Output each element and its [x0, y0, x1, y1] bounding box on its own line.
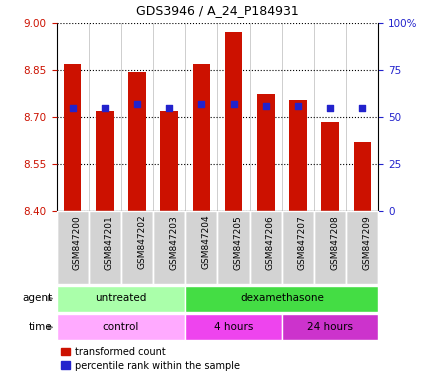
Text: GSM847203: GSM847203: [169, 215, 178, 270]
Bar: [192, 64, 210, 211]
Bar: [160, 111, 178, 211]
Text: time: time: [29, 322, 52, 332]
Bar: [64, 64, 81, 211]
Point: [101, 104, 108, 111]
Point: [358, 104, 365, 111]
Text: GDS3946 / A_24_P184931: GDS3946 / A_24_P184931: [136, 4, 298, 17]
FancyBboxPatch shape: [56, 286, 185, 311]
Text: control: control: [102, 322, 139, 332]
Point: [230, 101, 237, 107]
FancyBboxPatch shape: [185, 211, 217, 284]
Text: 24 hours: 24 hours: [306, 322, 352, 332]
Text: GSM847201: GSM847201: [105, 215, 114, 270]
Text: GSM847209: GSM847209: [362, 215, 371, 270]
Bar: [321, 122, 338, 211]
Text: GSM847207: GSM847207: [297, 215, 306, 270]
Point: [165, 104, 172, 111]
Text: GSM847206: GSM847206: [265, 215, 274, 270]
FancyBboxPatch shape: [56, 314, 185, 340]
Text: untreated: untreated: [95, 293, 146, 303]
Point: [262, 103, 269, 109]
Text: GSM847208: GSM847208: [329, 215, 339, 270]
Text: dexamethasone: dexamethasone: [240, 293, 323, 303]
FancyBboxPatch shape: [89, 211, 121, 284]
Bar: [289, 100, 306, 211]
FancyBboxPatch shape: [217, 211, 249, 284]
FancyBboxPatch shape: [281, 211, 313, 284]
Legend: transformed count, percentile rank within the sample: transformed count, percentile rank withi…: [61, 347, 240, 371]
FancyBboxPatch shape: [313, 211, 345, 284]
FancyBboxPatch shape: [345, 211, 378, 284]
FancyBboxPatch shape: [153, 211, 185, 284]
Text: GSM847202: GSM847202: [137, 215, 146, 270]
Text: GSM847200: GSM847200: [72, 215, 82, 270]
FancyBboxPatch shape: [56, 211, 89, 284]
Point: [69, 104, 76, 111]
Text: agent: agent: [22, 293, 52, 303]
Text: GSM847205: GSM847205: [233, 215, 242, 270]
FancyBboxPatch shape: [121, 211, 153, 284]
FancyBboxPatch shape: [185, 314, 281, 340]
Bar: [96, 111, 113, 211]
Text: GSM847204: GSM847204: [201, 215, 210, 270]
Text: 4 hours: 4 hours: [214, 322, 253, 332]
Bar: [353, 142, 370, 211]
Point: [326, 104, 333, 111]
Bar: [224, 32, 242, 211]
FancyBboxPatch shape: [281, 314, 378, 340]
FancyBboxPatch shape: [249, 211, 281, 284]
Point: [133, 101, 140, 107]
Bar: [128, 72, 145, 211]
FancyBboxPatch shape: [185, 286, 378, 311]
Point: [197, 101, 204, 107]
Point: [294, 103, 301, 109]
Bar: [256, 94, 274, 211]
